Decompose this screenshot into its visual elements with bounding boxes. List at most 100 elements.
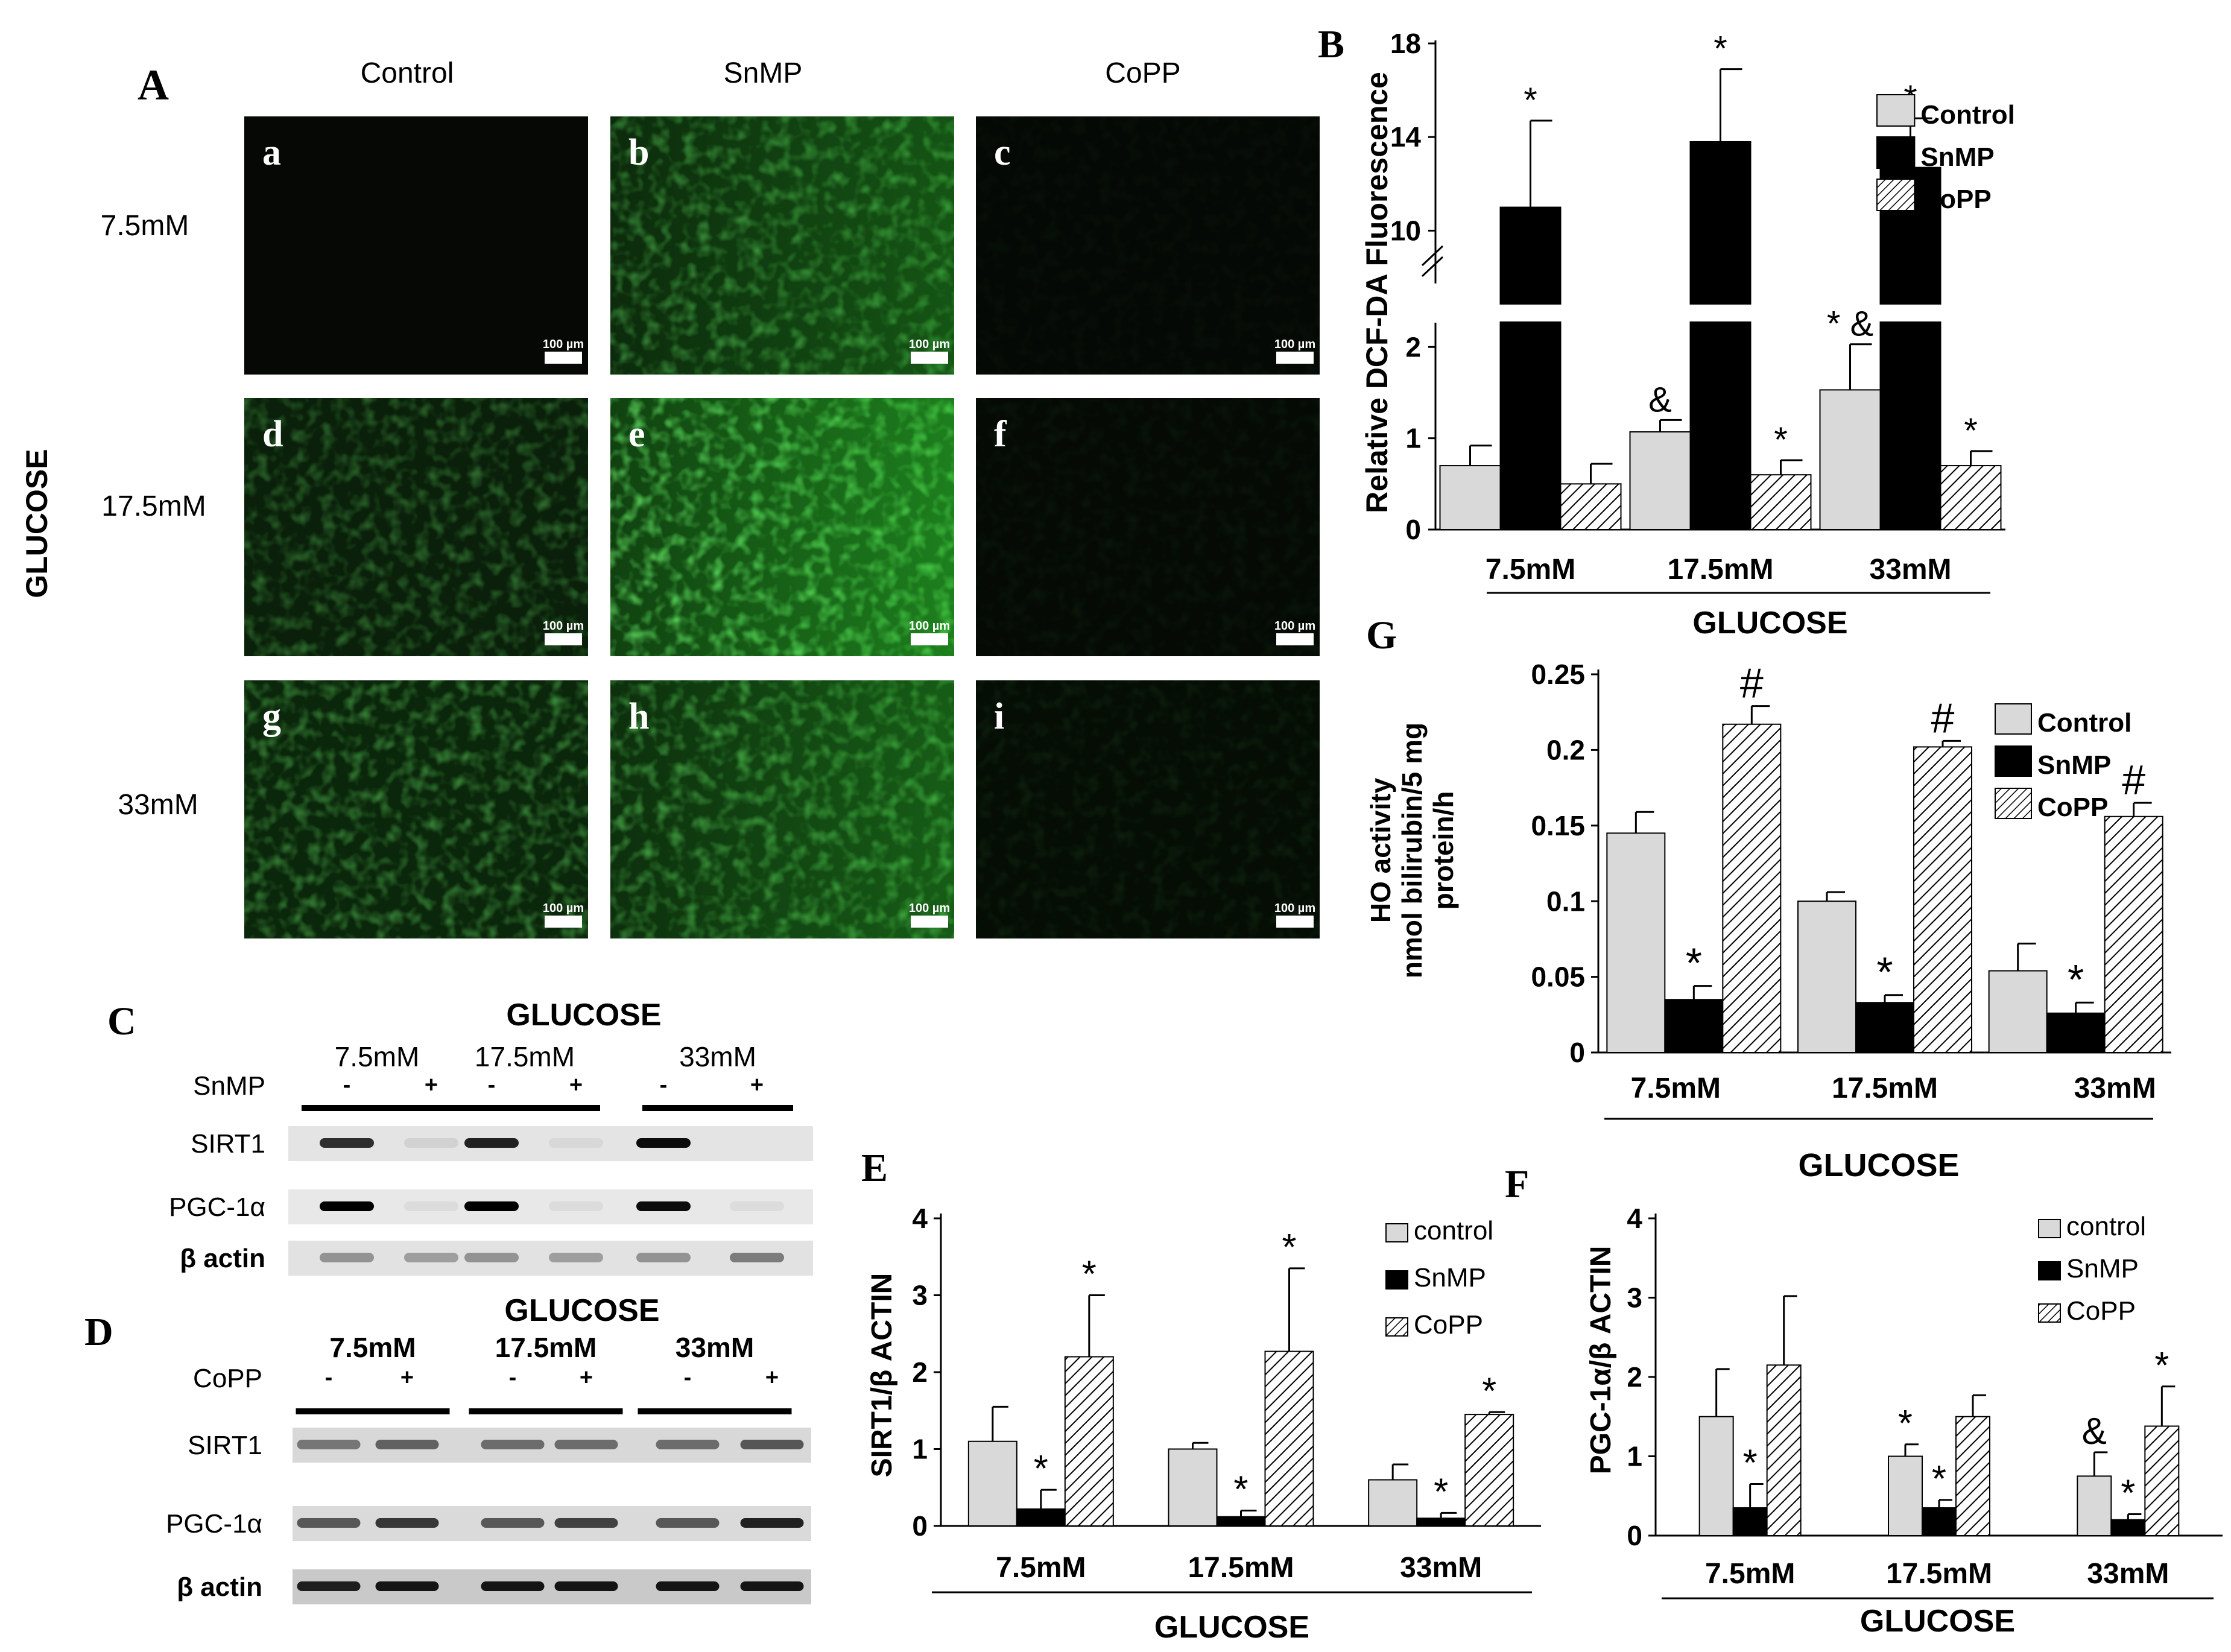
- x-category-label: 17.5mM: [1886, 1558, 1992, 1590]
- blot-band: [554, 1581, 618, 1591]
- bar-snmp: [1499, 206, 1562, 531]
- scale-bar: [1276, 916, 1314, 928]
- blot-lane-sign: +: [400, 1365, 414, 1390]
- scale-bar-label: 100 µm: [543, 619, 584, 633]
- glucose-side-label: GLUCOSE: [20, 449, 54, 598]
- blot-lane-sign: +: [569, 1072, 583, 1098]
- blot-strip: [288, 1189, 813, 1224]
- blot-group-line: [296, 1408, 450, 1414]
- blot-group-label: 33mM: [676, 1332, 754, 1363]
- scale-bar: [911, 916, 948, 928]
- significance-mark: #: [1740, 660, 1764, 707]
- scale-bar-label: 100 µm: [1274, 338, 1315, 351]
- legend-swatch: [1876, 94, 1916, 127]
- blot-title: GLUCOSE: [506, 998, 661, 1033]
- legend-swatch: [1385, 1270, 1408, 1290]
- blot-band: [740, 1440, 804, 1449]
- significance-mark: *: [1876, 949, 1893, 996]
- x-axis-title: GLUCOSE: [1798, 1147, 1959, 1183]
- legend-swatch: [1385, 1317, 1408, 1337]
- bar-snmp: [1416, 1517, 1466, 1527]
- column-header-control: Control: [361, 57, 454, 89]
- scale-bar-label: 100 µm: [1274, 619, 1315, 633]
- blot-band: [375, 1440, 439, 1449]
- blot-band: [404, 1138, 458, 1148]
- bar-control: [2077, 1475, 2112, 1536]
- blot-group-line: [449, 1105, 600, 1111]
- fluorescence-cells: [244, 398, 588, 656]
- blot-group-line: [638, 1408, 792, 1414]
- blot-row-label: β actin: [177, 1572, 262, 1602]
- blot-lane-sign: -: [343, 1072, 351, 1098]
- micrograph-c: c 100 µm: [976, 116, 1320, 375]
- legend-swatch: [1995, 745, 2032, 777]
- blot-band: [636, 1201, 691, 1211]
- bar-control: [1368, 1479, 1418, 1527]
- significance-mark: * &: [1827, 305, 1873, 344]
- panel-c-western-blot: GLUCOSE 7.5mM 17.5mM 33mM SnMP - + - + - + SIRT1 PGC…: [169, 998, 813, 1276]
- bar-control: [1168, 1448, 1218, 1527]
- y-tick-label: 1: [1405, 423, 1421, 454]
- blot-strip: [293, 1428, 811, 1463]
- y-tick-label: 14: [1390, 121, 1422, 153]
- fluorescence-gradient: [610, 680, 954, 938]
- y-axis-title-line: HO activity: [1365, 777, 1396, 923]
- panel-g-chart: 0 0.05 0.1 0.15 0.2 0.25 7.5mM * #17.5mM * #33mM * #…: [1365, 659, 2171, 1183]
- blot-group-label: 17.5mM: [475, 1041, 575, 1072]
- blot-band: [320, 1201, 374, 1211]
- bar-copp: [1064, 1356, 1114, 1527]
- blot-band: [297, 1440, 361, 1449]
- micrograph-background: [244, 116, 588, 375]
- blot-band: [656, 1581, 720, 1591]
- blot-strip: [288, 1241, 813, 1276]
- blot-lane-sign: -: [684, 1365, 692, 1390]
- y-tick-label: 0.1: [1546, 885, 1585, 917]
- micrograph-f: f 100 µm: [976, 398, 1320, 656]
- blot-title: GLUCOSE: [504, 1293, 659, 1328]
- bar-copp: [1264, 1350, 1314, 1527]
- micrograph-letter: d: [262, 414, 283, 455]
- panel-letter-e: E: [861, 1146, 888, 1190]
- blot-band: [554, 1440, 618, 1449]
- blot-treatment-label: CoPP: [193, 1364, 262, 1393]
- scale-bar: [1276, 633, 1314, 645]
- y-tick-label: 18: [1390, 28, 1421, 59]
- legend-label: CoPP: [2037, 793, 2108, 822]
- micrograph-letter: a: [262, 132, 281, 173]
- blot-band: [740, 1581, 804, 1591]
- micrograph-i: i 100 µm: [976, 680, 1320, 938]
- micrograph-background: [976, 116, 1320, 375]
- significance-mark: *: [1482, 1370, 1496, 1412]
- micrograph-letter: e: [628, 414, 645, 455]
- y-tick-label: 3: [912, 1280, 928, 1311]
- blot-band: [464, 1201, 519, 1211]
- bar-snmp: [1732, 1507, 1768, 1537]
- micrograph-letter: f: [994, 414, 1007, 455]
- column-header-snmp: SnMP: [724, 57, 803, 89]
- blot-band: [464, 1253, 519, 1262]
- y-tick-label: 2: [912, 1356, 928, 1388]
- blot-band: [375, 1581, 439, 1591]
- significance-mark: *: [2068, 956, 2084, 1003]
- blot-row-label: β actin: [180, 1244, 265, 1273]
- bar-snmp: [1216, 1516, 1266, 1527]
- blot-band: [481, 1440, 545, 1449]
- bar-control: [1988, 970, 2048, 1053]
- significance-mark: *: [1524, 81, 1537, 120]
- blot-treatment-label: SnMP: [193, 1071, 265, 1101]
- legend-label: CoPP: [1414, 1310, 1483, 1340]
- significance-mark: *: [1774, 420, 1788, 460]
- y-axis-title-line: nmol bilirubin/5 mg: [1396, 723, 1428, 978]
- significance-mark: *: [1034, 1448, 1048, 1490]
- blot-strip: [293, 1569, 811, 1604]
- legend-swatch: [1385, 1223, 1408, 1242]
- significance-mark: &: [2082, 1411, 2107, 1452]
- blot-band: [404, 1253, 458, 1262]
- y-tick-label: 0: [1569, 1037, 1585, 1068]
- micrograph-b: b 100 µm: [610, 116, 954, 375]
- legend-swatch: [1995, 703, 2032, 735]
- legend-swatch: [1876, 179, 1916, 211]
- y-tick-label: 10: [1390, 215, 1421, 246]
- x-category-label: 33mM: [1869, 554, 1951, 586]
